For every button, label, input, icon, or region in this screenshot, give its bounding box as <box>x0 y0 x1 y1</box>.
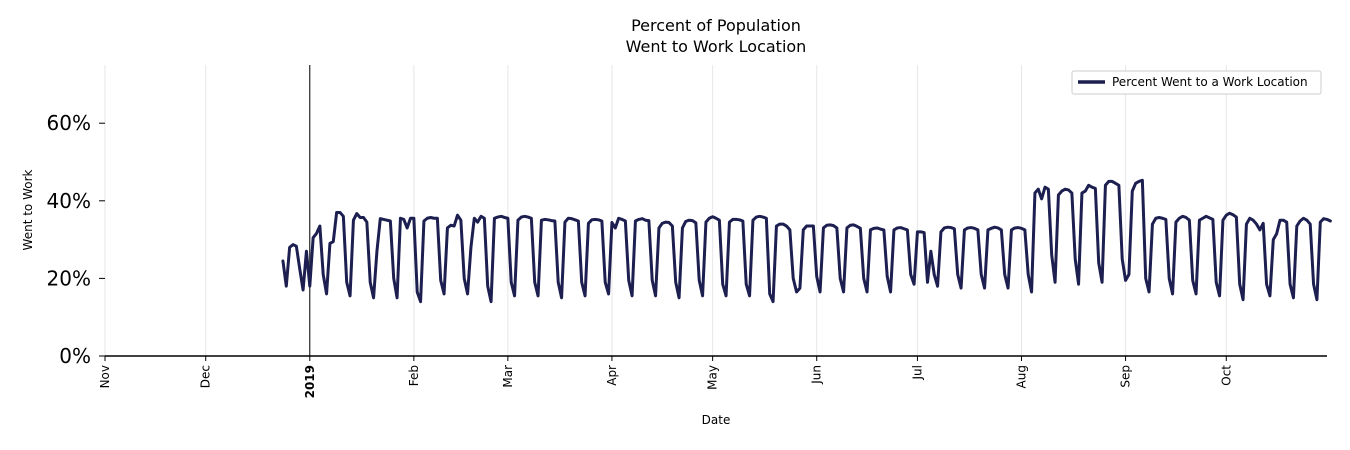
legend-box <box>1071 70 1322 95</box>
y-tick-label-40: 40% <box>47 189 91 213</box>
chart-title-line2: Went to Work Location <box>626 37 807 56</box>
x-tick-label-dec: Dec <box>199 365 213 388</box>
y-tick-label-20: 20% <box>47 266 91 290</box>
x-tick-label-jul: Jul <box>910 365 924 380</box>
series-layer <box>281 178 1332 304</box>
y-axis-ticks: 0% 20% 40% 60% <box>47 111 105 368</box>
legend: Percent Went to a Work Location <box>1071 70 1322 95</box>
legend-entry-label: Percent Went to a Work Location <box>1112 75 1308 89</box>
y-axis-label: Went to Work <box>21 169 35 250</box>
x-axis-label: Date <box>702 413 731 427</box>
x-tick-label-nov: Nov <box>98 365 112 388</box>
x-tick-label-oct: Oct <box>1219 365 1233 386</box>
x-tick-label-sep: Sep <box>1119 365 1133 388</box>
x-tick-label-2019: 2019 <box>303 365 317 398</box>
chart-title-line1: Percent of Population <box>631 16 801 35</box>
x-tick-label-apr: Apr <box>605 365 619 386</box>
x-axis-ticks: Nov Dec 2019 Feb Mar Apr May Jun Jul Aug Sep Oct <box>98 356 1233 398</box>
x-tick-label-mar: Mar <box>501 365 515 388</box>
x-tick-label-may: May <box>706 365 720 390</box>
x-tick-label-aug: Aug <box>1015 365 1029 388</box>
y-tick-label-60: 60% <box>47 111 91 135</box>
series-line-0 <box>281 178 1332 304</box>
x-tick-label-jun: Jun <box>810 365 824 385</box>
y-tick-label-0: 0% <box>59 344 91 368</box>
x-tick-label-feb: Feb <box>407 365 421 386</box>
